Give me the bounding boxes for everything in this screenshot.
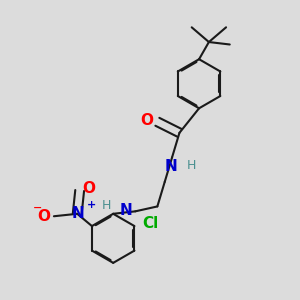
Text: O: O [37,209,50,224]
Text: N: N [120,202,133,217]
Text: +: + [87,200,96,210]
Text: N: N [72,206,85,221]
Text: H: H [187,159,196,172]
Text: N: N [164,159,177,174]
Text: O: O [141,113,154,128]
Text: O: O [82,181,95,196]
Text: Cl: Cl [142,216,158,231]
Text: H: H [101,199,111,212]
Text: −: − [33,203,42,213]
